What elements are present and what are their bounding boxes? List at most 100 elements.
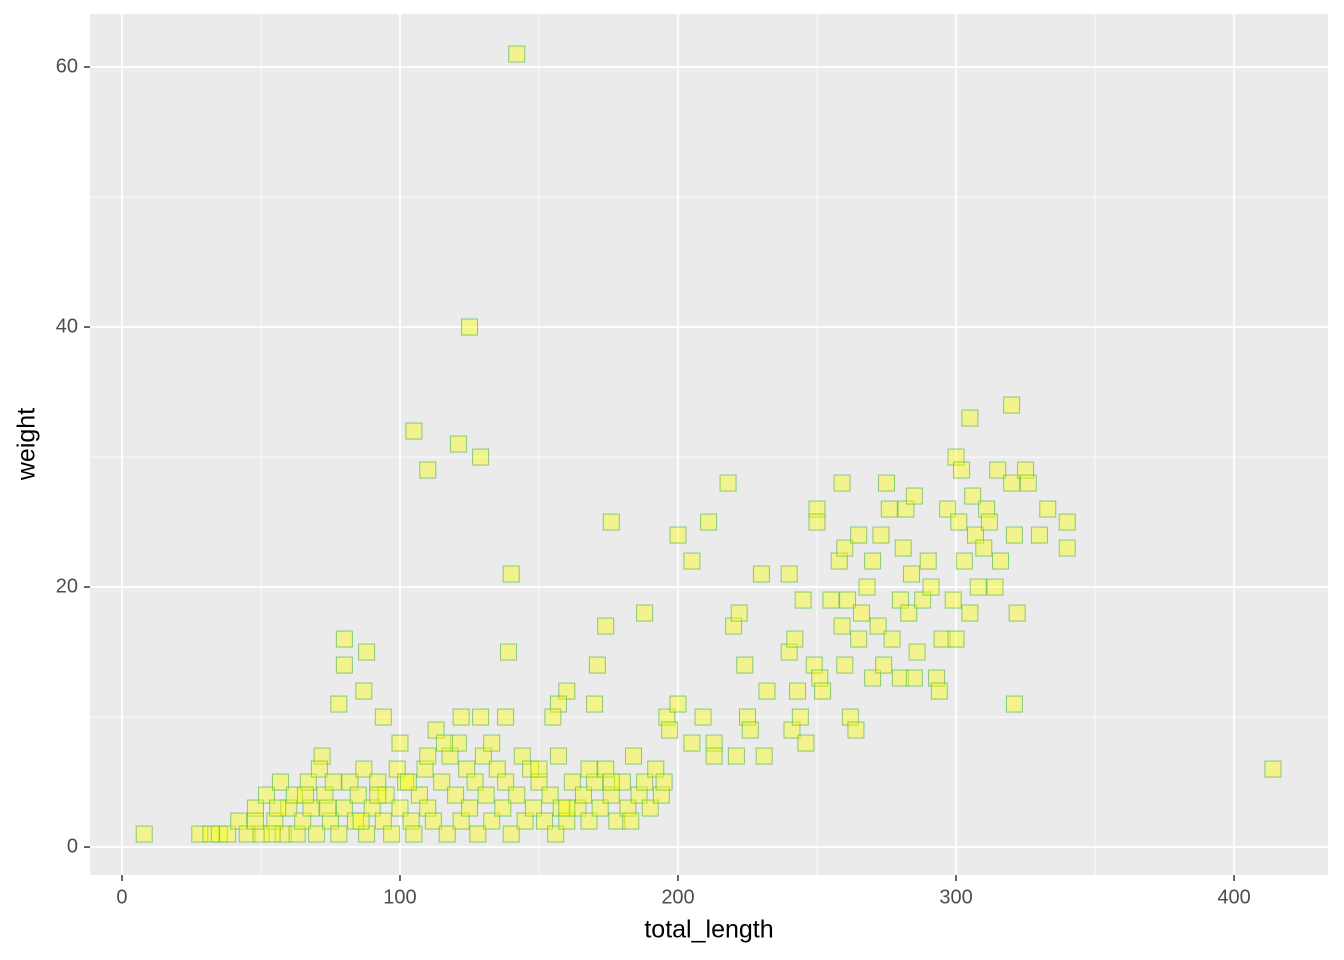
point xyxy=(299,773,317,791)
point xyxy=(875,656,893,674)
point xyxy=(569,799,587,817)
point xyxy=(310,760,328,778)
point xyxy=(274,825,292,843)
point xyxy=(335,656,353,674)
point xyxy=(655,773,673,791)
point xyxy=(900,604,918,622)
point xyxy=(950,513,968,531)
point xyxy=(352,812,370,830)
point xyxy=(355,682,373,700)
point xyxy=(789,682,807,700)
point xyxy=(830,552,848,570)
point xyxy=(280,799,298,817)
point xyxy=(964,487,982,505)
point xyxy=(833,617,851,635)
point xyxy=(836,539,854,557)
point xyxy=(1030,526,1048,544)
point xyxy=(335,799,353,817)
point xyxy=(980,513,998,531)
point xyxy=(435,734,453,752)
point xyxy=(508,45,526,63)
point xyxy=(880,500,898,518)
point xyxy=(399,773,417,791)
point xyxy=(903,565,921,583)
point xyxy=(588,656,606,674)
point xyxy=(608,812,626,830)
point xyxy=(619,799,637,817)
point xyxy=(1019,474,1037,492)
point xyxy=(705,747,723,765)
x-axis-title: total_length xyxy=(644,916,773,944)
point xyxy=(602,786,620,804)
point xyxy=(989,461,1007,479)
point xyxy=(424,812,442,830)
x-tick-label: 100 xyxy=(383,886,416,908)
point xyxy=(780,643,798,661)
point xyxy=(852,604,870,622)
point xyxy=(402,812,420,830)
point xyxy=(719,474,737,492)
point xyxy=(191,825,209,843)
point xyxy=(878,474,896,492)
point xyxy=(580,812,598,830)
point xyxy=(864,552,882,570)
point xyxy=(369,786,387,804)
point xyxy=(252,825,270,843)
point xyxy=(919,552,937,570)
point xyxy=(858,578,876,596)
point xyxy=(847,721,865,739)
point xyxy=(536,812,554,830)
point xyxy=(541,786,559,804)
point xyxy=(1003,396,1021,414)
panel xyxy=(90,14,1328,875)
point xyxy=(730,604,748,622)
point xyxy=(1003,474,1021,492)
point xyxy=(483,734,501,752)
x-tick-label: 400 xyxy=(1217,886,1250,908)
point xyxy=(586,695,604,713)
point xyxy=(447,786,465,804)
point xyxy=(549,695,567,713)
point xyxy=(597,617,615,635)
point xyxy=(811,669,829,687)
point xyxy=(944,591,962,609)
point xyxy=(324,773,342,791)
point xyxy=(986,578,1004,596)
point xyxy=(947,448,965,466)
point xyxy=(466,773,484,791)
point xyxy=(669,526,687,544)
point xyxy=(953,461,971,479)
point xyxy=(808,513,826,531)
point xyxy=(1264,760,1282,778)
point xyxy=(285,786,303,804)
y-tick-label: 0 xyxy=(67,835,78,857)
point xyxy=(460,799,478,817)
point xyxy=(502,565,520,583)
point xyxy=(991,552,1009,570)
point xyxy=(705,734,723,752)
point xyxy=(891,669,909,687)
point xyxy=(683,734,701,752)
point xyxy=(791,708,809,726)
point xyxy=(405,825,423,843)
point xyxy=(727,747,745,765)
point xyxy=(1058,539,1076,557)
point xyxy=(700,513,718,531)
point xyxy=(872,526,890,544)
point xyxy=(658,708,676,726)
point xyxy=(530,773,548,791)
point xyxy=(591,799,609,817)
point xyxy=(502,825,520,843)
point xyxy=(1058,513,1076,531)
point xyxy=(1005,695,1023,713)
point xyxy=(313,747,331,765)
point xyxy=(955,552,973,570)
point xyxy=(497,708,515,726)
point xyxy=(335,630,353,648)
point xyxy=(978,500,996,518)
point xyxy=(469,825,487,843)
point xyxy=(1039,500,1057,518)
point xyxy=(841,708,859,726)
point xyxy=(905,487,923,505)
